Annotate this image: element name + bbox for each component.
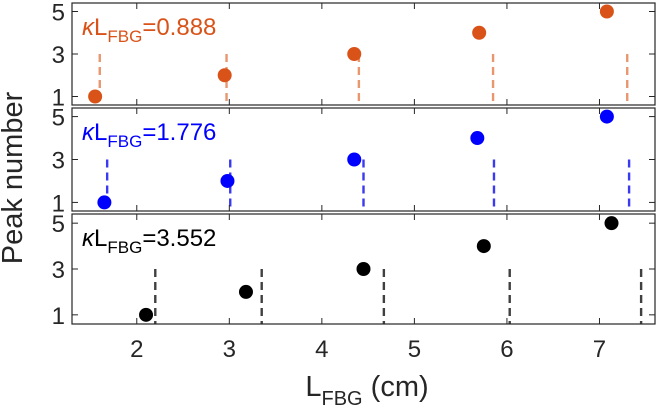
panel-1-y-tick-label-3: 5 [52, 0, 65, 27]
panel-2-point-4 [470, 131, 485, 146]
panel-2-label: κLFBG=1.776 [82, 119, 216, 151]
x-tick-label-3: 4 [315, 336, 328, 363]
panel-3-point-2 [238, 284, 253, 299]
panel-3-point-1 [139, 307, 154, 322]
panel-2-y-tick-label-1: 1 [52, 190, 65, 217]
panel-2-point-1 [97, 195, 112, 210]
panel-3-label-kappa: κ [82, 225, 96, 252]
panel-1-point-2 [217, 68, 232, 83]
panel-3-label-sub: FBG [107, 238, 142, 257]
panel-3-point-4 [476, 239, 491, 254]
panel-3-y-tick-label-1: 1 [52, 303, 65, 330]
panel-1-label: κLFBG=0.888 [82, 14, 216, 46]
panel-1-y-tick-label-1: 1 [52, 85, 65, 112]
panel-2-point-5 [599, 109, 614, 124]
panel-2-label-sub: FBG [107, 132, 142, 151]
panel-3-label: κLFBG=3.552 [82, 225, 216, 257]
y-axis-label: Peak number [0, 91, 29, 264]
panel-3-point-5 [604, 216, 619, 231]
panel-1-label-kappa: κ [82, 14, 96, 41]
x-tick-label-2: 3 [223, 336, 236, 363]
x-tick-label-6: 7 [593, 336, 606, 363]
panel-1-point-1 [88, 89, 103, 104]
panel-3-y-tick-label-3: 5 [52, 211, 65, 238]
panels-group: 135κLFBG=0.888135κLFBG=1.776135κLFBG=3.5… [52, 0, 656, 330]
panel-1-label-main: L [94, 14, 107, 41]
x-tick-label-4: 5 [408, 336, 421, 363]
x-tick-label-5: 6 [500, 336, 513, 363]
x-tick-label-1: 2 [130, 336, 143, 363]
panel-2-y-tick-label-2: 3 [52, 148, 65, 175]
panel-2-point-2 [220, 173, 235, 188]
x-axis-label-unit: (cm) [363, 371, 429, 403]
panel-1-label-sub: FBG [107, 27, 142, 46]
panel-1-point-5 [599, 4, 614, 19]
panel-1-point-3 [347, 47, 362, 61]
x-axis-label-main: L [305, 371, 321, 403]
panel-2-label-kappa: κ [82, 119, 96, 146]
panel-2-label-value: =1.776 [142, 119, 216, 146]
panel-3-label-main: L [94, 225, 107, 252]
x-axis-label-sub: FBG [321, 388, 362, 410]
x-axis-label: LFBG (cm) [305, 371, 428, 410]
x-tick-labels: 2 3 4 5 6 7 [130, 336, 606, 363]
panel-1-y-tick-label-2: 3 [52, 42, 65, 69]
panel-1-label-value: =0.888 [142, 14, 216, 41]
panel-2-label-main: L [94, 119, 107, 146]
panel-3-label-value: =3.552 [142, 225, 216, 252]
panel-1-point-4 [472, 25, 487, 40]
panel-3-point-3 [356, 262, 371, 276]
panel-2-point-3 [347, 152, 362, 167]
panel-3-y-tick-label-2: 3 [52, 257, 65, 284]
panel-2-y-tick-label-3: 5 [52, 105, 65, 132]
